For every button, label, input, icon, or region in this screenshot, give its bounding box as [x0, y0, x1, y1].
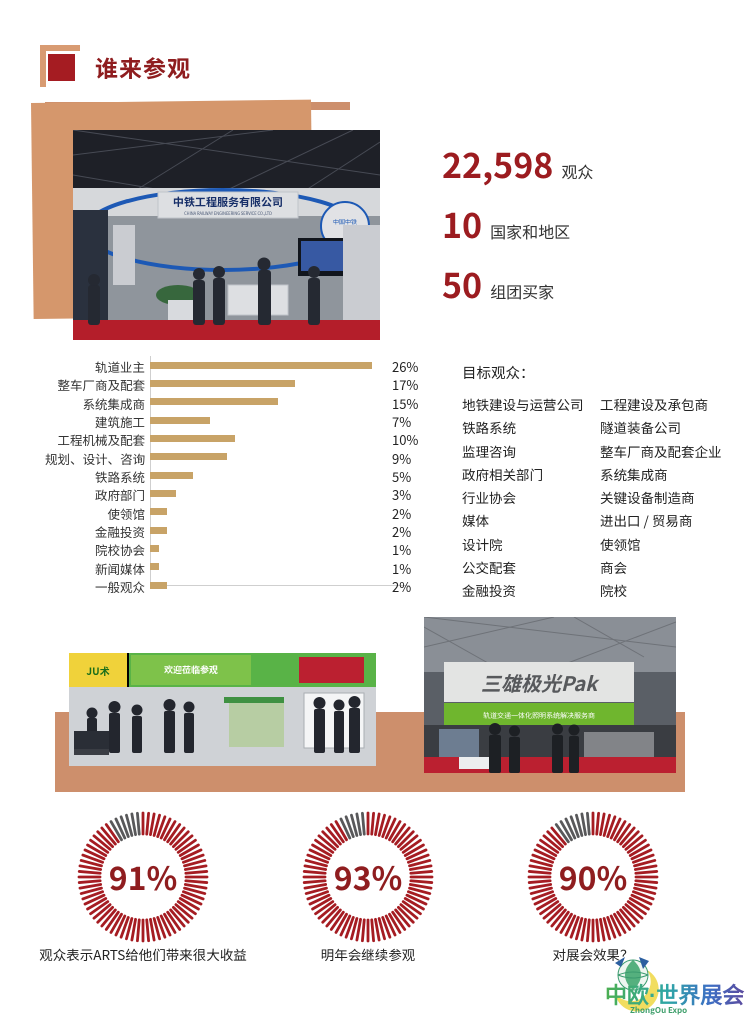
svg-text:JU术: JU术 — [86, 663, 110, 678]
svg-text:轨道交通一体化照明系统解决服务商: 轨道交通一体化照明系统解决服务商 — [483, 711, 595, 721]
svg-text:ZhongOu Expo: ZhongOu Expo — [630, 1005, 687, 1016]
svg-text:三雄极光Pak: 三雄极光Pak — [481, 668, 600, 697]
svg-text:欢迎莅临参观: 欢迎莅临参观 — [164, 663, 218, 676]
